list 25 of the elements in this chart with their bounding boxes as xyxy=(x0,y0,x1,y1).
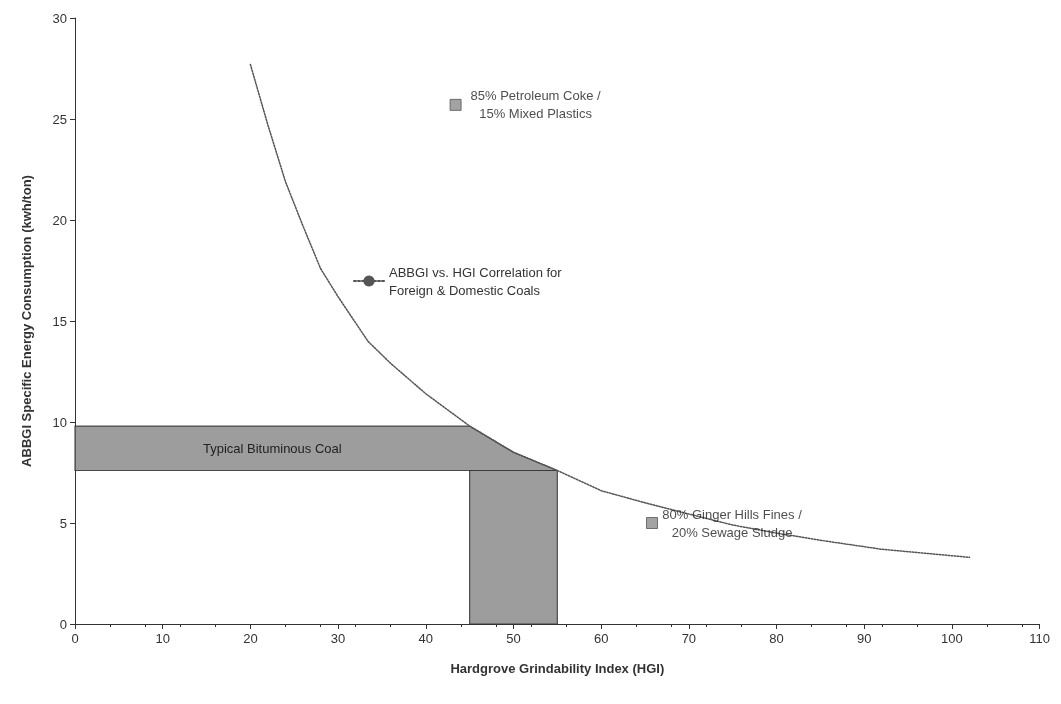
annotation: 85% Petroleum Coke / 15% Mixed Plastics xyxy=(470,88,602,122)
x-tick-label: 90 xyxy=(857,631,872,646)
x-tick-label: 110 xyxy=(1029,631,1050,646)
legend-label: ABBGI vs. HGI Correlation for Foreign & Domestic Coals xyxy=(389,264,563,298)
band-label: Typical Bituminous Coal xyxy=(202,440,342,456)
x-tick-label: 100 xyxy=(941,631,963,646)
y-tick-label: 15 xyxy=(52,313,67,329)
y-axis-title: ABBGI Specific Energy Consumption (kwh/ton) xyxy=(19,175,34,467)
x-tick-label: 30 xyxy=(330,631,346,646)
y-tick-label: 25 xyxy=(52,111,67,127)
x-tick-label: 50 xyxy=(506,631,521,646)
x-tick-label: 40 xyxy=(418,631,434,646)
line-series xyxy=(249,63,971,559)
x-tick-label: 70 xyxy=(681,631,697,646)
x-tick-label: 60 xyxy=(593,631,609,646)
x-tick-label: 80 xyxy=(769,631,784,646)
y-tick-label: 20 xyxy=(52,212,67,228)
x-tick-label: 0 xyxy=(71,631,79,646)
y-tick-label: 30 xyxy=(52,10,67,26)
y-tick-label: 5 xyxy=(59,515,67,531)
x-tick-label: 10 xyxy=(155,631,170,646)
x-tick-label: 20 xyxy=(243,631,258,646)
y-tick-label: 0 xyxy=(59,616,67,632)
x-axis-title: Hardgrove Grindability Index (HGI) xyxy=(450,661,665,676)
y-tick-label: 10 xyxy=(52,414,67,430)
